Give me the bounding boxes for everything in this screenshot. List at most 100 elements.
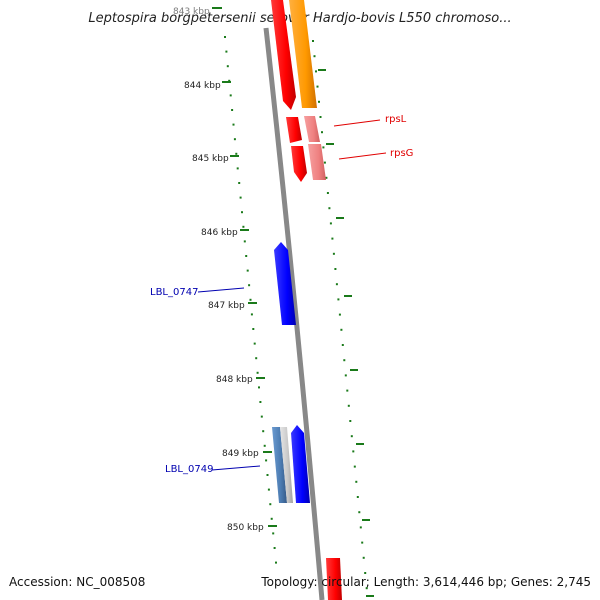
outer-scale-dot: [346, 389, 349, 392]
tick-label-844: 844 kbp: [184, 81, 221, 91]
outer-scale-dot: [312, 40, 314, 42]
lbl0749-leader: [211, 465, 261, 471]
outer-scale-dot: [315, 70, 317, 73]
tick-label-848: 848 kbp: [216, 375, 253, 385]
gene-grey[interactable]: [280, 427, 293, 503]
outer-scale-dot: [329, 222, 332, 225]
inner-scale-dot: [262, 430, 265, 433]
accession-text: Accession: NC_008508: [9, 575, 145, 589]
inner-scale-dot: [266, 474, 269, 476]
topology-text: Topology: circular; Length: 3,614,446 bp…: [260, 575, 591, 589]
outer-scale-dot: [362, 556, 365, 559]
outer-scale-dot: [335, 283, 338, 286]
rpsl-label[interactable]: rpsL: [385, 114, 407, 125]
inner-scale-dot: [270, 517, 273, 520]
inner-scale-dot: [259, 401, 262, 403]
inner-scale-dot: [231, 109, 234, 111]
inner-scale-dot: [232, 123, 235, 126]
inner-scale-dot: [249, 298, 252, 301]
outer-scale-dot: [321, 131, 323, 134]
outer-scale-dot: [344, 374, 347, 377]
outer-scale-dot: [328, 207, 331, 210]
outer-scale-dot: [318, 100, 320, 103]
lbl0747-label[interactable]: LBL_0747: [150, 287, 198, 298]
outer-scale-dot: [316, 85, 319, 88]
outer-scale-dot: [331, 237, 334, 240]
outer-scale-dot: [352, 450, 355, 453]
inner-scale-dot: [242, 225, 245, 228]
outer-scale-ticks: [312, 40, 374, 597]
inner-scale-dot: [267, 488, 270, 491]
gene-rpsg-inner[interactable]: [291, 146, 307, 182]
inner-scale-dot: [226, 65, 229, 68]
inner-scale-dot: [235, 152, 238, 155]
inner-scale-dot: [253, 342, 256, 345]
outer-scale-dot: [341, 344, 344, 346]
gene-red-top[interactable]: [271, 0, 296, 110]
inner-scale-dot: [269, 503, 272, 506]
gene-rpsl[interactable]: [304, 116, 320, 142]
inner-scale-dot: [250, 313, 253, 316]
outer-scale-dot: [322, 146, 325, 149]
lbl0747-leader: [197, 287, 245, 293]
outer-scale-dot: [332, 252, 335, 255]
gene-rpsg[interactable]: [308, 144, 326, 180]
outer-scale-dot: [325, 176, 328, 179]
inner-scale-dot: [272, 532, 275, 535]
outer-scale-dot: [323, 161, 326, 164]
tick-label-850: 850 kbp: [227, 523, 264, 533]
outer-scale-dot: [319, 116, 322, 118]
inner-scale-dot: [238, 182, 241, 184]
inner-scale-dot: [233, 138, 236, 141]
inner-scale-dot: [258, 386, 260, 389]
inner-scale-dot: [255, 357, 258, 360]
gene-lbl-0749[interactable]: [291, 425, 310, 503]
inner-scale-dot: [260, 415, 263, 418]
gene-lbl-0747[interactable]: [274, 242, 296, 325]
gene-orange-top[interactable]: [289, 0, 317, 108]
outer-scale-dot: [337, 298, 340, 301]
outer-scale-dot: [365, 587, 368, 590]
outer-scale-dot: [350, 435, 353, 438]
inner-scale-dot: [229, 94, 232, 97]
gene-rpsl-inner[interactable]: [286, 117, 302, 143]
inner-scale-dot: [256, 371, 259, 374]
outer-scale-dot: [347, 404, 350, 407]
rpsg-label[interactable]: rpsG: [390, 148, 413, 159]
rpsl-leader: [333, 119, 381, 127]
inner-scale-dot: [225, 50, 228, 53]
outer-scale-dot: [361, 541, 364, 544]
inner-scale-dot: [243, 240, 246, 243]
inner-scale-dot: [265, 459, 268, 462]
rpsg-leader: [338, 152, 387, 160]
outer-scale-dot: [340, 328, 343, 331]
outer-scale-dot: [334, 268, 337, 270]
outer-scale-dot: [358, 511, 361, 514]
lbl0749-label[interactable]: LBL_0749: [165, 464, 213, 475]
outer-scale-dot: [343, 359, 346, 362]
outer-scale-dot: [326, 192, 329, 194]
outer-scale-dot: [364, 572, 367, 574]
inner-scale-dot: [241, 211, 243, 214]
inner-scale-dot: [263, 444, 266, 447]
inner-scale-dot: [246, 269, 249, 272]
gene-red-bottom[interactable]: [326, 558, 342, 600]
inner-scale-dot: [252, 328, 255, 330]
tick-label-849: 849 kbp: [222, 449, 259, 459]
inner-scale-dot: [248, 284, 251, 287]
outer-scale-dot: [356, 496, 359, 498]
inner-scale-dot: [273, 547, 276, 549]
gene-steelblue[interactable]: [272, 427, 287, 503]
outer-scale-dot: [359, 526, 362, 529]
tick-label-843: 843 kbp: [173, 7, 210, 17]
inner-scale-dot: [239, 196, 242, 199]
outer-scale-dot: [338, 313, 341, 316]
tick-label-845: 845 kbp: [192, 154, 229, 164]
tick-label-847: 847 kbp: [208, 301, 245, 311]
outer-scale-dot: [349, 420, 352, 422]
inner-scale-dot: [228, 79, 231, 82]
tick-label-846: 846 kbp: [201, 228, 238, 238]
inner-scale-dot: [245, 255, 248, 257]
genome-backbone: [263, 27, 325, 600]
